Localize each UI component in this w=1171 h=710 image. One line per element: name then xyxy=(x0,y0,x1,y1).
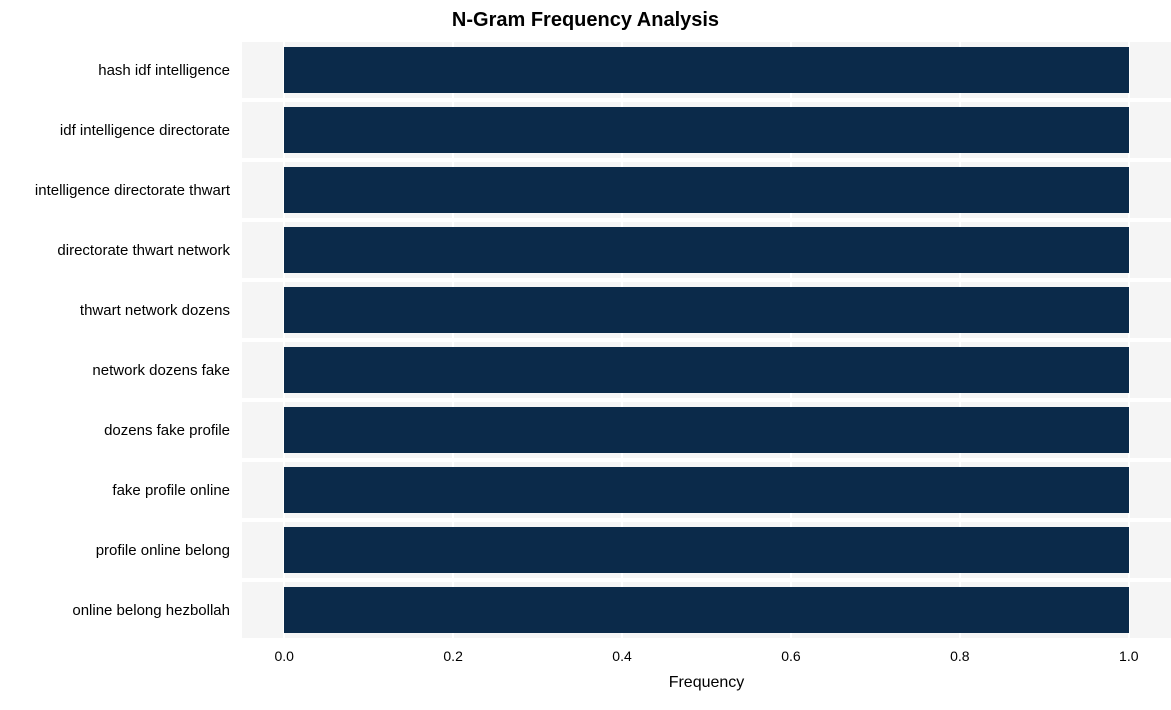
bar xyxy=(284,407,1129,454)
x-tick-label: 0.4 xyxy=(612,648,631,664)
y-tick-label: idf intelligence directorate xyxy=(60,100,236,160)
y-tick-label: online belong hezbollah xyxy=(72,580,236,640)
bar xyxy=(284,287,1129,334)
y-tick-label: network dozens fake xyxy=(92,340,236,400)
y-tick-label: dozens fake profile xyxy=(104,400,236,460)
bar xyxy=(284,107,1129,154)
bar xyxy=(284,467,1129,514)
x-tick-label: 0.8 xyxy=(950,648,969,664)
y-tick-label: intelligence directorate thwart xyxy=(35,160,236,220)
bar xyxy=(284,47,1129,94)
chart-title: N-Gram Frequency Analysis xyxy=(10,8,1161,32)
y-tick-label: profile online belong xyxy=(96,520,236,580)
y-tick-label: fake profile online xyxy=(112,460,236,520)
y-tick-label: directorate thwart network xyxy=(57,220,236,280)
x-tick-label: 0.2 xyxy=(443,648,462,664)
y-tick-label: thwart network dozens xyxy=(80,280,236,340)
x-tick-label: 0.0 xyxy=(274,648,293,664)
bar xyxy=(284,167,1129,214)
ngram-chart: N-Gram Frequency Analysis hash idf intel… xyxy=(0,0,1171,701)
bar xyxy=(284,227,1129,274)
bar xyxy=(284,587,1129,634)
bars-region xyxy=(242,40,1171,640)
x-axis: 0.0 0.2 0.4 0.6 0.8 1.0 xyxy=(242,640,1171,670)
plot-area: hash idf intelligenceidf intelligence di… xyxy=(10,40,1161,710)
bar xyxy=(284,527,1129,574)
x-tick-label: 0.6 xyxy=(781,648,800,664)
x-tick-label: 1.0 xyxy=(1119,648,1138,664)
y-axis-labels: hash idf intelligenceidf intelligence di… xyxy=(10,40,242,640)
x-axis-label: Frequency xyxy=(242,674,1171,692)
bar xyxy=(284,347,1129,394)
y-tick-label: hash idf intelligence xyxy=(98,40,236,100)
